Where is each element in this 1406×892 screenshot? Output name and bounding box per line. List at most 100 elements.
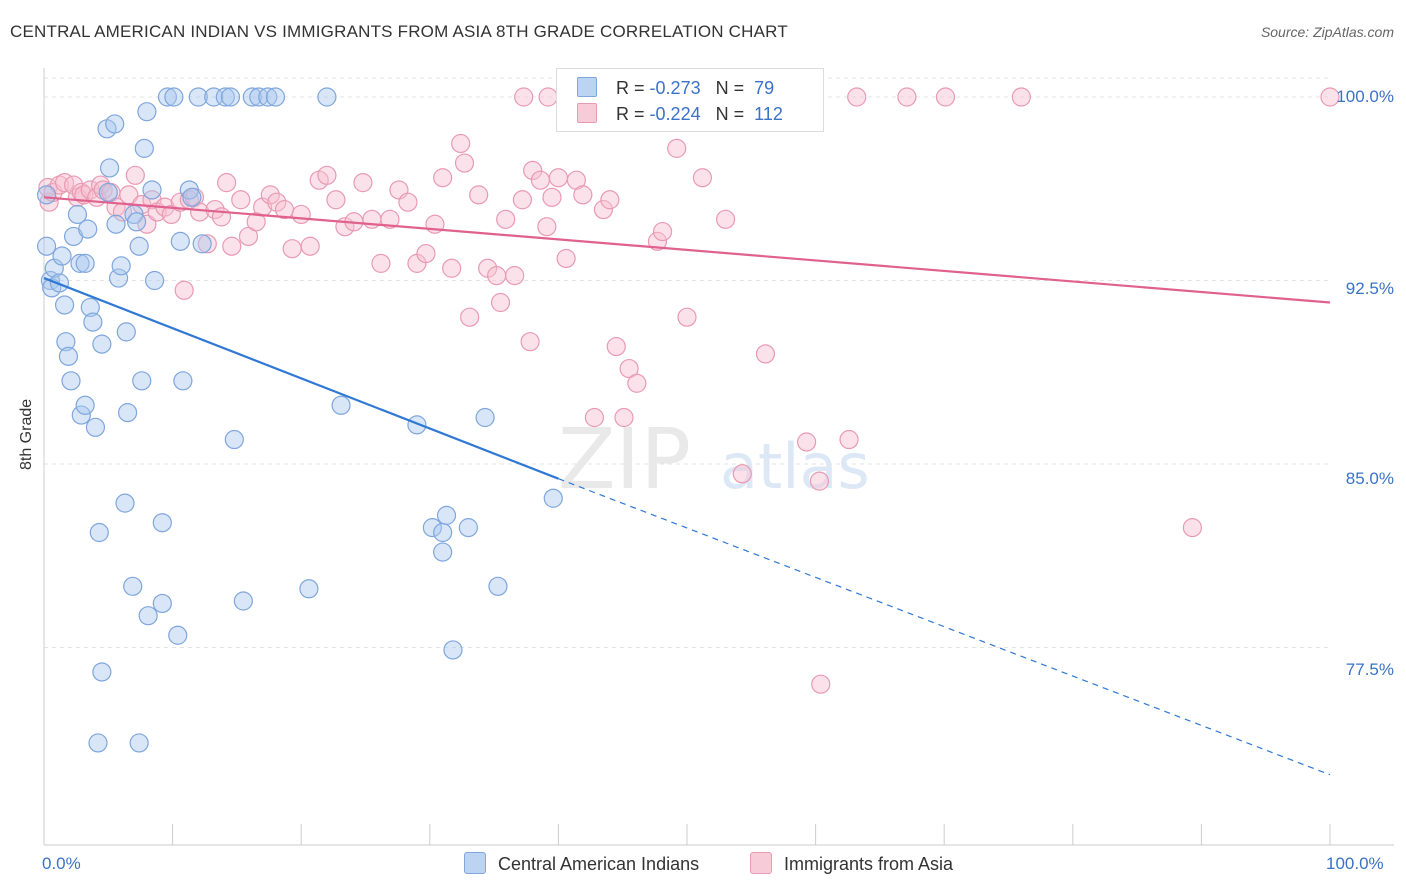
data-point [371,253,391,273]
legend-row-pink: R = -0.224 N = 112 [577,103,783,125]
data-point [543,488,563,508]
data-point [129,236,149,256]
data-point [487,266,507,286]
data-point [115,493,135,513]
bottom-legend-pink: Immigrants from Asia [750,852,953,875]
r-value: -0.224 [649,104,701,124]
data-point [117,403,138,423]
trend-lines [43,196,1331,776]
data-point [433,542,453,562]
data-point [847,87,867,107]
data-point [935,87,956,107]
data-point [168,625,188,645]
data-point [433,168,453,188]
y-tick-92-5: 92.5% [1345,279,1394,298]
data-point [92,334,112,354]
pink-swatch [577,103,597,123]
data-point [89,522,109,543]
data-point [490,292,511,313]
data-point [70,253,90,273]
correlation-legend: R = -0.273 N = 79 R = -0.224 N = 112 [556,68,824,132]
r-value: -0.273 [649,78,701,98]
data-point [1320,87,1340,107]
data-point [460,307,480,327]
data-point [49,175,70,195]
data-point [839,429,859,450]
data-point [242,87,262,107]
data-point [667,138,687,158]
data-point [436,505,457,525]
data-point [573,185,593,205]
data-point [170,231,190,251]
data-point [106,214,126,234]
data-point [380,209,400,229]
data-point [56,332,76,352]
data-point [204,87,224,107]
trend-line-pink [43,196,1331,304]
data-point [514,87,534,107]
blue-swatch [464,852,486,874]
n-label: N = [715,78,745,98]
data-point [1011,87,1031,107]
data-point [85,417,106,437]
data-point [174,280,194,300]
data-point [291,204,311,225]
data-point [142,180,162,200]
data-point [164,87,184,107]
data-point [224,429,244,450]
data-point [116,322,136,342]
data-point [451,133,471,154]
data-point [215,87,235,107]
trend-line-blue-dashed [558,478,1331,776]
data-point [299,579,319,599]
gridlines [44,77,1330,648]
data-point [647,231,668,251]
data-point [593,199,614,220]
data-point [416,243,436,264]
data-point [300,236,320,256]
legend-label: Immigrants from Asia [784,854,954,874]
data-point [542,187,562,207]
data-point [796,432,817,452]
data-point [67,204,88,225]
source-label: Source: ZipAtlas.com [1260,24,1394,40]
data-point [137,102,157,122]
data-point [188,87,208,107]
data-point [496,209,516,229]
data-point [197,234,217,254]
data-point [614,407,634,428]
data-point [88,733,108,753]
data-point [61,371,81,391]
data-point [258,87,278,107]
r-label: R = [616,78,645,98]
n-value: 79 [754,78,775,98]
data-point [488,576,508,596]
data-point [98,182,118,203]
data-point [433,522,453,543]
data-point [105,114,125,134]
data-point [132,371,152,391]
data-point [1182,518,1202,538]
data-point [80,297,100,318]
x-tick-min: 0.0% [42,854,81,873]
data-point [317,165,337,185]
blue-swatch [577,77,597,97]
series-central-american-indians [36,87,563,753]
data-point [134,138,154,158]
data-point [548,168,569,188]
data-point [326,190,346,210]
data-point [538,87,558,107]
y-tick-100: 100.0% [1336,87,1394,106]
axes [43,68,1394,846]
legend-row-blue: R = -0.273 N = 79 [577,77,774,99]
data-point [317,87,337,107]
chart-title: CENTRAL AMERICAN INDIAN VS IMMIGRANTS FR… [10,22,788,41]
pink-swatch [750,852,772,874]
data-point [52,246,72,266]
data-point [71,405,91,425]
data-point [897,87,917,107]
watermark-atlas: atlas [720,430,870,503]
n-value: 112 [754,104,783,124]
data-point [54,295,75,315]
